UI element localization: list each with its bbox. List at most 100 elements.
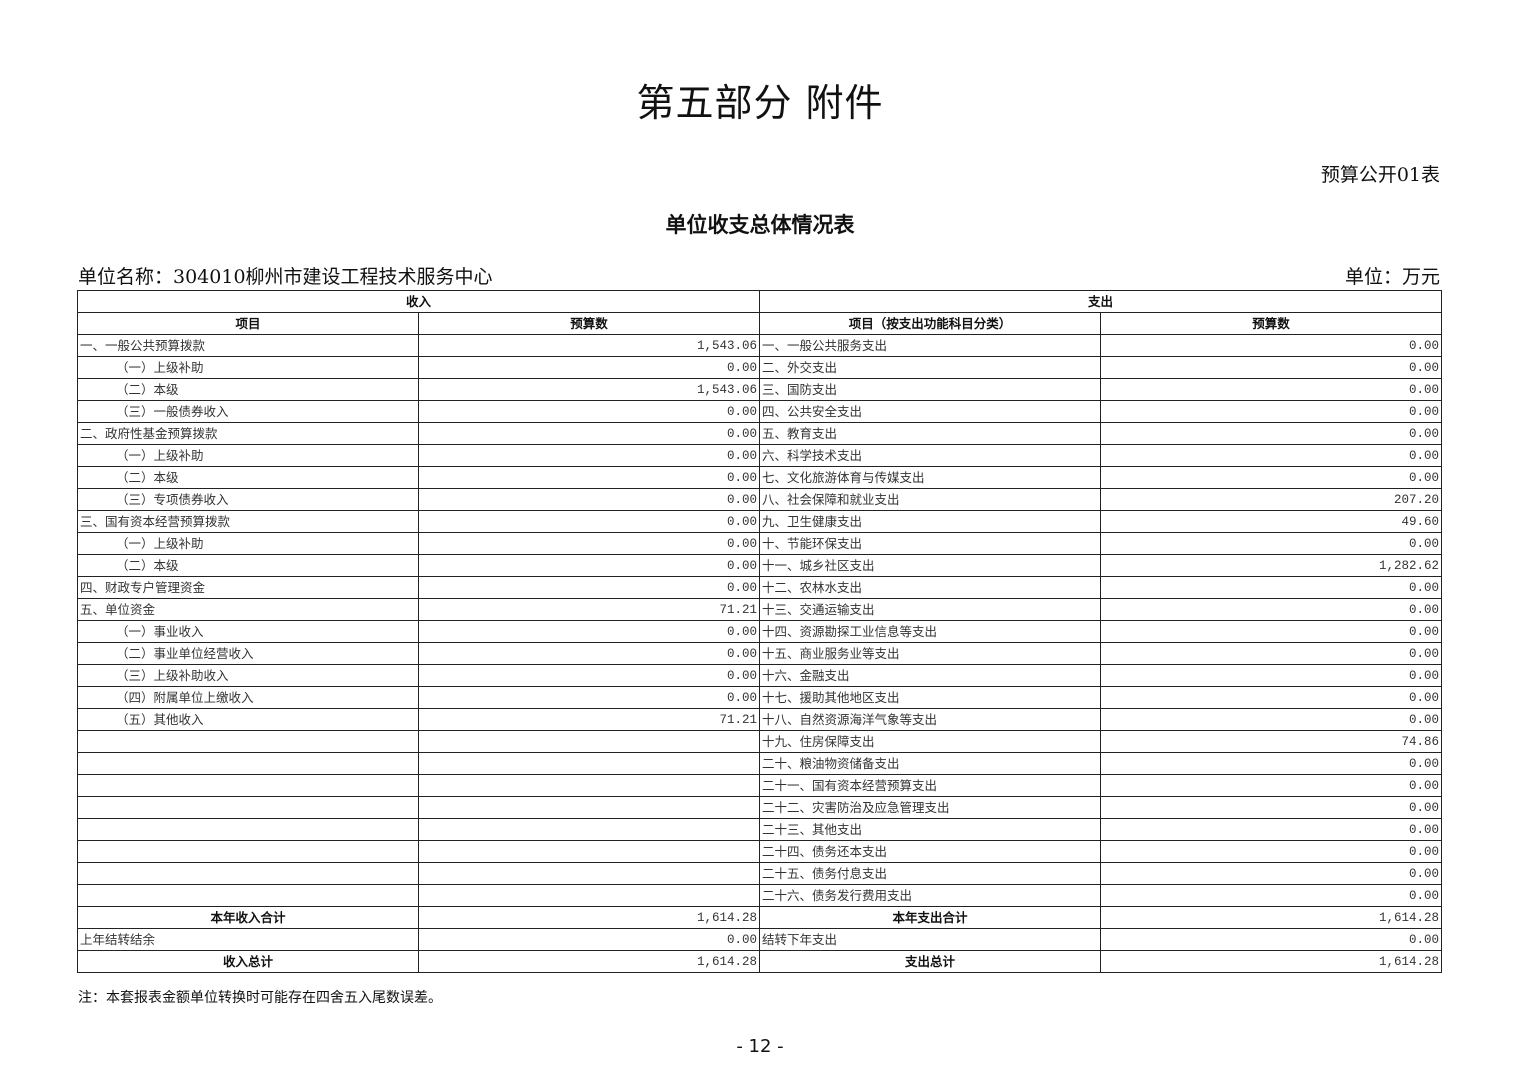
table-row: 二十一、国有资本经营预算支出 0.00: [77, 774, 1443, 797]
expense-item: 十、节能环保支出: [759, 532, 1102, 555]
expense-amount: 0.00: [1100, 378, 1443, 401]
table-row: 二十三、其他支出 0.00: [77, 818, 1443, 841]
column-header-row: 项目 预算数 项目（按支出功能科目分类） 预算数: [77, 312, 1443, 335]
expense-amount: 0.00: [1100, 642, 1443, 665]
expense-item: 五、教育支出: [759, 422, 1102, 445]
expense-total-label: 支出总计: [759, 950, 1102, 973]
table-row: （四）附属单位上缴收入 0.00 十七、援助其他地区支出 0.00: [77, 686, 1443, 709]
unit-name: 单位名称：304010柳州市建设工程技术服务中心: [78, 266, 493, 288]
expense-item: 十八、自然资源海洋气象等支出: [759, 708, 1102, 731]
expense-amount: 0.00: [1100, 796, 1443, 819]
expense-amount: 0.00: [1100, 422, 1443, 445]
page-title: 第五部分 附件: [636, 81, 884, 125]
expense-amount: 0.00: [1100, 862, 1443, 885]
expense-amount: 0.00: [1100, 620, 1443, 643]
expense-amount: 0.00: [1100, 532, 1443, 555]
income-amount: 0.00: [417, 686, 761, 709]
expense-item: 十三、交通运输支出: [759, 598, 1102, 621]
income-total-label: 上年结转结余: [77, 928, 419, 951]
expense-item: 二十一、国有资本经营预算支出: [759, 774, 1102, 797]
income-amount: [417, 774, 761, 797]
income-item: [77, 884, 419, 907]
table-row: （一）上级补助 0.00 十、节能环保支出 0.00: [77, 532, 1443, 555]
expense-amount: 0.00: [1100, 708, 1443, 731]
expense-amount: 49.60: [1100, 510, 1443, 533]
expense-item: 三、国防支出: [759, 378, 1102, 401]
income-item: （二）本级: [77, 554, 419, 577]
income-amount: [417, 730, 761, 753]
total-row: 本年收入合计 1,614.28 本年支出合计 1,614.28: [77, 906, 1443, 929]
table-row: （二）本级 0.00 七、文化旅游体育与传媒支出 0.00: [77, 466, 1443, 489]
table-row: 十九、住房保障支出 74.86: [77, 730, 1443, 753]
expense-header: 支出: [759, 290, 1443, 313]
expense-amount: 0.00: [1100, 818, 1443, 841]
income-amount: 0.00: [417, 532, 761, 555]
income-amount: [417, 840, 761, 863]
income-amount: [417, 884, 761, 907]
expense-item: 二十、粮油物资储备支出: [759, 752, 1102, 775]
income-amount: 0.00: [417, 488, 761, 511]
table-row: 二十二、灾害防治及应急管理支出 0.00: [77, 796, 1443, 819]
income-item: （一）上级补助: [77, 532, 419, 555]
expense-amount: 0.00: [1100, 356, 1443, 379]
income-amount: 0.00: [417, 576, 761, 599]
expense-total-amount: 1,614.28: [1100, 950, 1443, 973]
income-amount: 0.00: [417, 444, 761, 467]
expense-item: 十五、商业服务业等支出: [759, 642, 1102, 665]
expense-item: 二十二、灾害防治及应急管理支出: [759, 796, 1102, 819]
expense-item: 十四、资源勘探工业信息等支出: [759, 620, 1102, 643]
income-item: [77, 730, 419, 753]
expense-item: 二、外交支出: [759, 356, 1102, 379]
income-amount: 0.00: [417, 664, 761, 687]
page-number: - 12 -: [736, 1036, 784, 1057]
expense-total-amount: 1,614.28: [1100, 906, 1443, 929]
income-header: 收入: [76, 290, 761, 313]
expense-total-amount: 0.00: [1100, 928, 1443, 951]
income-item: （四）附属单位上缴收入: [77, 686, 419, 709]
income-total-amount: 1,614.28: [417, 906, 761, 929]
income-item: （一）上级补助: [77, 356, 419, 379]
expense-item: 十七、援助其他地区支出: [759, 686, 1102, 709]
income-amount: 0.00: [417, 510, 761, 533]
table-title: 单位收支总体情况表: [665, 213, 855, 237]
expense-total-label: 本年支出合计: [759, 906, 1102, 929]
expense-amount: 0.00: [1100, 774, 1443, 797]
income-item: （三）上级补助收入: [77, 664, 419, 687]
income-item: （二）本级: [77, 378, 419, 401]
table-row: （一）上级补助 0.00 二、外交支出 0.00: [77, 356, 1443, 379]
income-item: 二、政府性基金预算拨款: [77, 422, 419, 445]
expense-amount: 0.00: [1100, 444, 1443, 467]
table-row: 二十六、债务发行费用支出 0.00: [77, 884, 1443, 907]
form-code: 预算公开01表: [1320, 164, 1440, 186]
income-item: [77, 818, 419, 841]
budget-table: 收入 支出 项目 预算数 项目（按支出功能科目分类） 预算数 一、一般公共预算拨…: [76, 290, 1443, 973]
income-amount: 71.21: [417, 708, 761, 731]
expense-item: 二十三、其他支出: [759, 818, 1102, 841]
income-item: [77, 862, 419, 885]
table-row: 二十四、债务还本支出 0.00: [77, 840, 1443, 863]
expense-item: 二十五、债务付息支出: [759, 862, 1102, 885]
expense-amount: 0.00: [1100, 576, 1443, 599]
income-amount: 0.00: [417, 466, 761, 489]
income-total-amount: 1,614.28: [417, 950, 761, 973]
income-amount: 0.00: [417, 400, 761, 423]
table-row: （一）事业收入 0.00 十四、资源勘探工业信息等支出 0.00: [77, 620, 1443, 643]
table-row: （一）上级补助 0.00 六、科学技术支出 0.00: [77, 444, 1443, 467]
income-item: （二）本级: [77, 466, 419, 489]
table-row: 四、财政专户管理资金 0.00 十二、农林水支出 0.00: [77, 576, 1443, 599]
expense-amount: 0.00: [1100, 840, 1443, 863]
expense-item: 二十六、债务发行费用支出: [759, 884, 1102, 907]
income-amount: 0.00: [417, 620, 761, 643]
table-row: 二十、粮油物资储备支出 0.00: [77, 752, 1443, 775]
income-amount: 71.21: [417, 598, 761, 621]
income-amount: 0.00: [417, 554, 761, 577]
income-item: [77, 774, 419, 797]
expense-item: 四、公共安全支出: [759, 400, 1102, 423]
expense-amount-header: 预算数: [1100, 312, 1443, 335]
unit-label: 单位：万元: [1344, 266, 1440, 288]
expense-amount: 0.00: [1100, 686, 1443, 709]
income-item: 三、国有资本经营预算拨款: [77, 510, 419, 533]
expense-amount: 0.00: [1100, 334, 1443, 357]
income-item: （三）专项债券收入: [77, 488, 419, 511]
table-row: （二）本级 1,543.06 三、国防支出 0.00: [77, 378, 1443, 401]
